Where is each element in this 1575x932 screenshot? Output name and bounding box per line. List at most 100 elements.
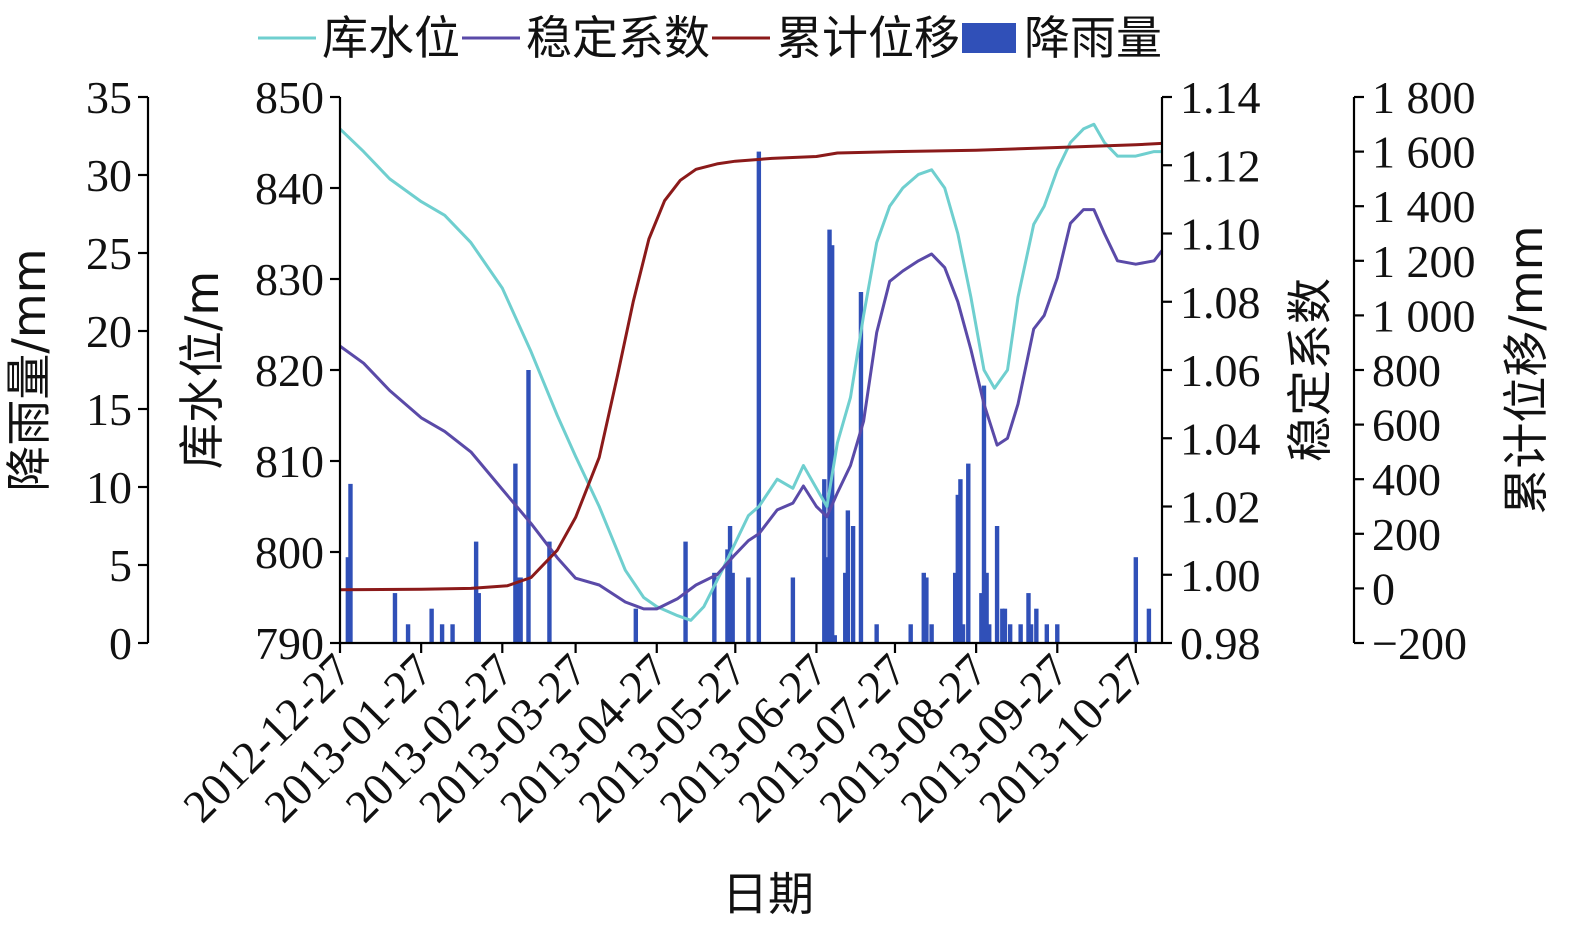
rain-axis-tick-label: 25	[86, 228, 132, 279]
rainfall-bar	[858, 292, 864, 643]
rainfall-bar	[921, 572, 926, 643]
rainfall-bar	[712, 572, 717, 643]
displacement-axis-tick-label: 1 000	[1372, 290, 1476, 341]
series-line-稳定系数	[339, 208, 1164, 611]
x-axis-title: 日期	[722, 867, 814, 921]
water-axis-tick-label: 830	[255, 254, 324, 305]
rainfall-bar	[1007, 624, 1013, 643]
rainfall-bar	[1000, 608, 1005, 643]
series-line-累计位移	[339, 141, 1163, 592]
legend-swatch-降雨量	[962, 23, 1016, 53]
rainfall-bar	[829, 245, 835, 643]
water-axis-tick-label: 820	[255, 345, 324, 396]
rainfall-bar	[515, 577, 521, 643]
rainfall-bar	[1018, 624, 1023, 643]
rainfall-bar	[994, 526, 1000, 643]
rainfall-bar	[845, 510, 851, 643]
rainfall-bar	[981, 385, 987, 643]
axes: 0 5 10 15 20 25 30 35 790 800 810 820 830 840 850 0.98 1…	[2, 72, 1553, 921]
legend-label-库水位: 库水位	[322, 11, 460, 65]
rainfall-bar	[929, 624, 934, 643]
displacement-axis-tick-label: 1 800	[1372, 72, 1476, 123]
legend-label-降雨量: 降雨量	[1024, 11, 1162, 65]
rainfall-bar	[827, 229, 832, 643]
series-lines	[338, 122, 1164, 622]
rainfall-bar	[822, 479, 827, 643]
stability-axis-tick-label: 1.14	[1180, 72, 1261, 123]
water-axis-tick-label: 800	[255, 527, 324, 578]
rainfall-bar	[348, 483, 353, 643]
rainfall-bar	[832, 635, 837, 643]
displacement-axis-tick-label: 1 600	[1372, 127, 1476, 178]
water-axis-tick-label: 810	[255, 436, 324, 487]
rainfall-bar	[1146, 608, 1152, 643]
rainfall-bar	[526, 370, 531, 643]
stability-axis-tick-label: 1.02	[1180, 482, 1261, 533]
rainfall-bar	[908, 624, 913, 643]
rain-axis-title: 降雨量/mm	[2, 248, 56, 491]
rainfall-bar	[746, 577, 751, 643]
rainfall-bar	[727, 526, 733, 643]
rainfall-bar	[1055, 624, 1060, 643]
rain-axis-tick-label: 35	[86, 72, 132, 123]
rain-axis-tick-label: 0	[109, 618, 132, 669]
rain-axis-tick-label: 15	[86, 384, 132, 435]
rainfall-bar	[790, 577, 796, 643]
rainfall-bar	[987, 624, 992, 643]
water-axis-tick-label: 790	[255, 618, 324, 669]
displacement-axis-tick-label: −200	[1372, 618, 1467, 669]
stability-axis-title: 稳定系数	[1283, 278, 1337, 462]
rainfall-bar	[1044, 624, 1050, 643]
rainfall-bar	[518, 577, 523, 643]
rainfall-bar	[966, 463, 971, 643]
rainfall-bar	[513, 463, 518, 643]
rainfall-bar	[473, 541, 479, 643]
stability-axis-tick-label: 1.08	[1180, 277, 1261, 328]
stability-axis-tick-label: 0.98	[1180, 618, 1261, 669]
displacement-axis-tick-label: 1 200	[1372, 236, 1476, 287]
rainfall-bar	[850, 526, 856, 643]
rainfall-bar	[824, 557, 830, 643]
rainfall-bar	[730, 572, 735, 643]
displacement-axis-tick-label: 400	[1372, 454, 1441, 505]
water-axis-tick-label: 840	[255, 163, 324, 214]
rainfall-bar	[1002, 608, 1008, 643]
rainfall-bar	[1028, 624, 1034, 643]
rainfall-bar	[756, 151, 762, 643]
legend: 库水位 稳定系数 累计位移 降雨量	[258, 11, 1162, 65]
stability-axis-tick-label: 1.06	[1180, 345, 1261, 396]
rainfall-bar	[1034, 608, 1039, 643]
displacement-axis-tick-label: 200	[1372, 509, 1441, 560]
rainfall-bar	[392, 593, 398, 643]
rainfall-bar	[725, 549, 730, 643]
legend-label-累计位移: 累计位移	[776, 11, 960, 65]
rainfall-bar	[952, 572, 958, 643]
rainfall-bar	[439, 624, 445, 643]
displacement-axis-title: 累计位移/mm	[1499, 225, 1553, 514]
legend-label-稳定系数: 稳定系数	[526, 11, 710, 65]
rainfall-bar	[979, 593, 984, 643]
rainfall-bar	[450, 624, 455, 643]
stability-axis-tick-label: 1.10	[1180, 209, 1261, 260]
rainfall-bar	[924, 577, 929, 643]
rain-axis-tick-label: 5	[109, 540, 132, 591]
rainfall-bar	[1133, 557, 1139, 643]
rainfall-bar	[633, 608, 639, 643]
stability-axis-tick-label: 1.12	[1180, 140, 1261, 191]
rainfall-bars	[345, 151, 1152, 643]
stability-axis-tick-label: 1.00	[1180, 550, 1261, 601]
rain-axis-tick-label: 10	[86, 462, 132, 513]
rainfall-bar	[955, 494, 961, 643]
rain-axis-tick-label: 20	[86, 306, 132, 357]
rainfall-bar	[405, 624, 411, 643]
water-axis-tick-label: 850	[255, 72, 324, 123]
rainfall-bar	[984, 572, 989, 643]
rainfall-bar	[429, 608, 434, 643]
stability-axis-tick-label: 1.04	[1180, 413, 1261, 464]
rainfall-bar	[476, 593, 481, 643]
rainfall-bar	[843, 572, 848, 643]
rainfall-bar	[960, 624, 966, 643]
series-line-库水位	[338, 122, 1162, 622]
rainfall-bar	[547, 541, 552, 643]
